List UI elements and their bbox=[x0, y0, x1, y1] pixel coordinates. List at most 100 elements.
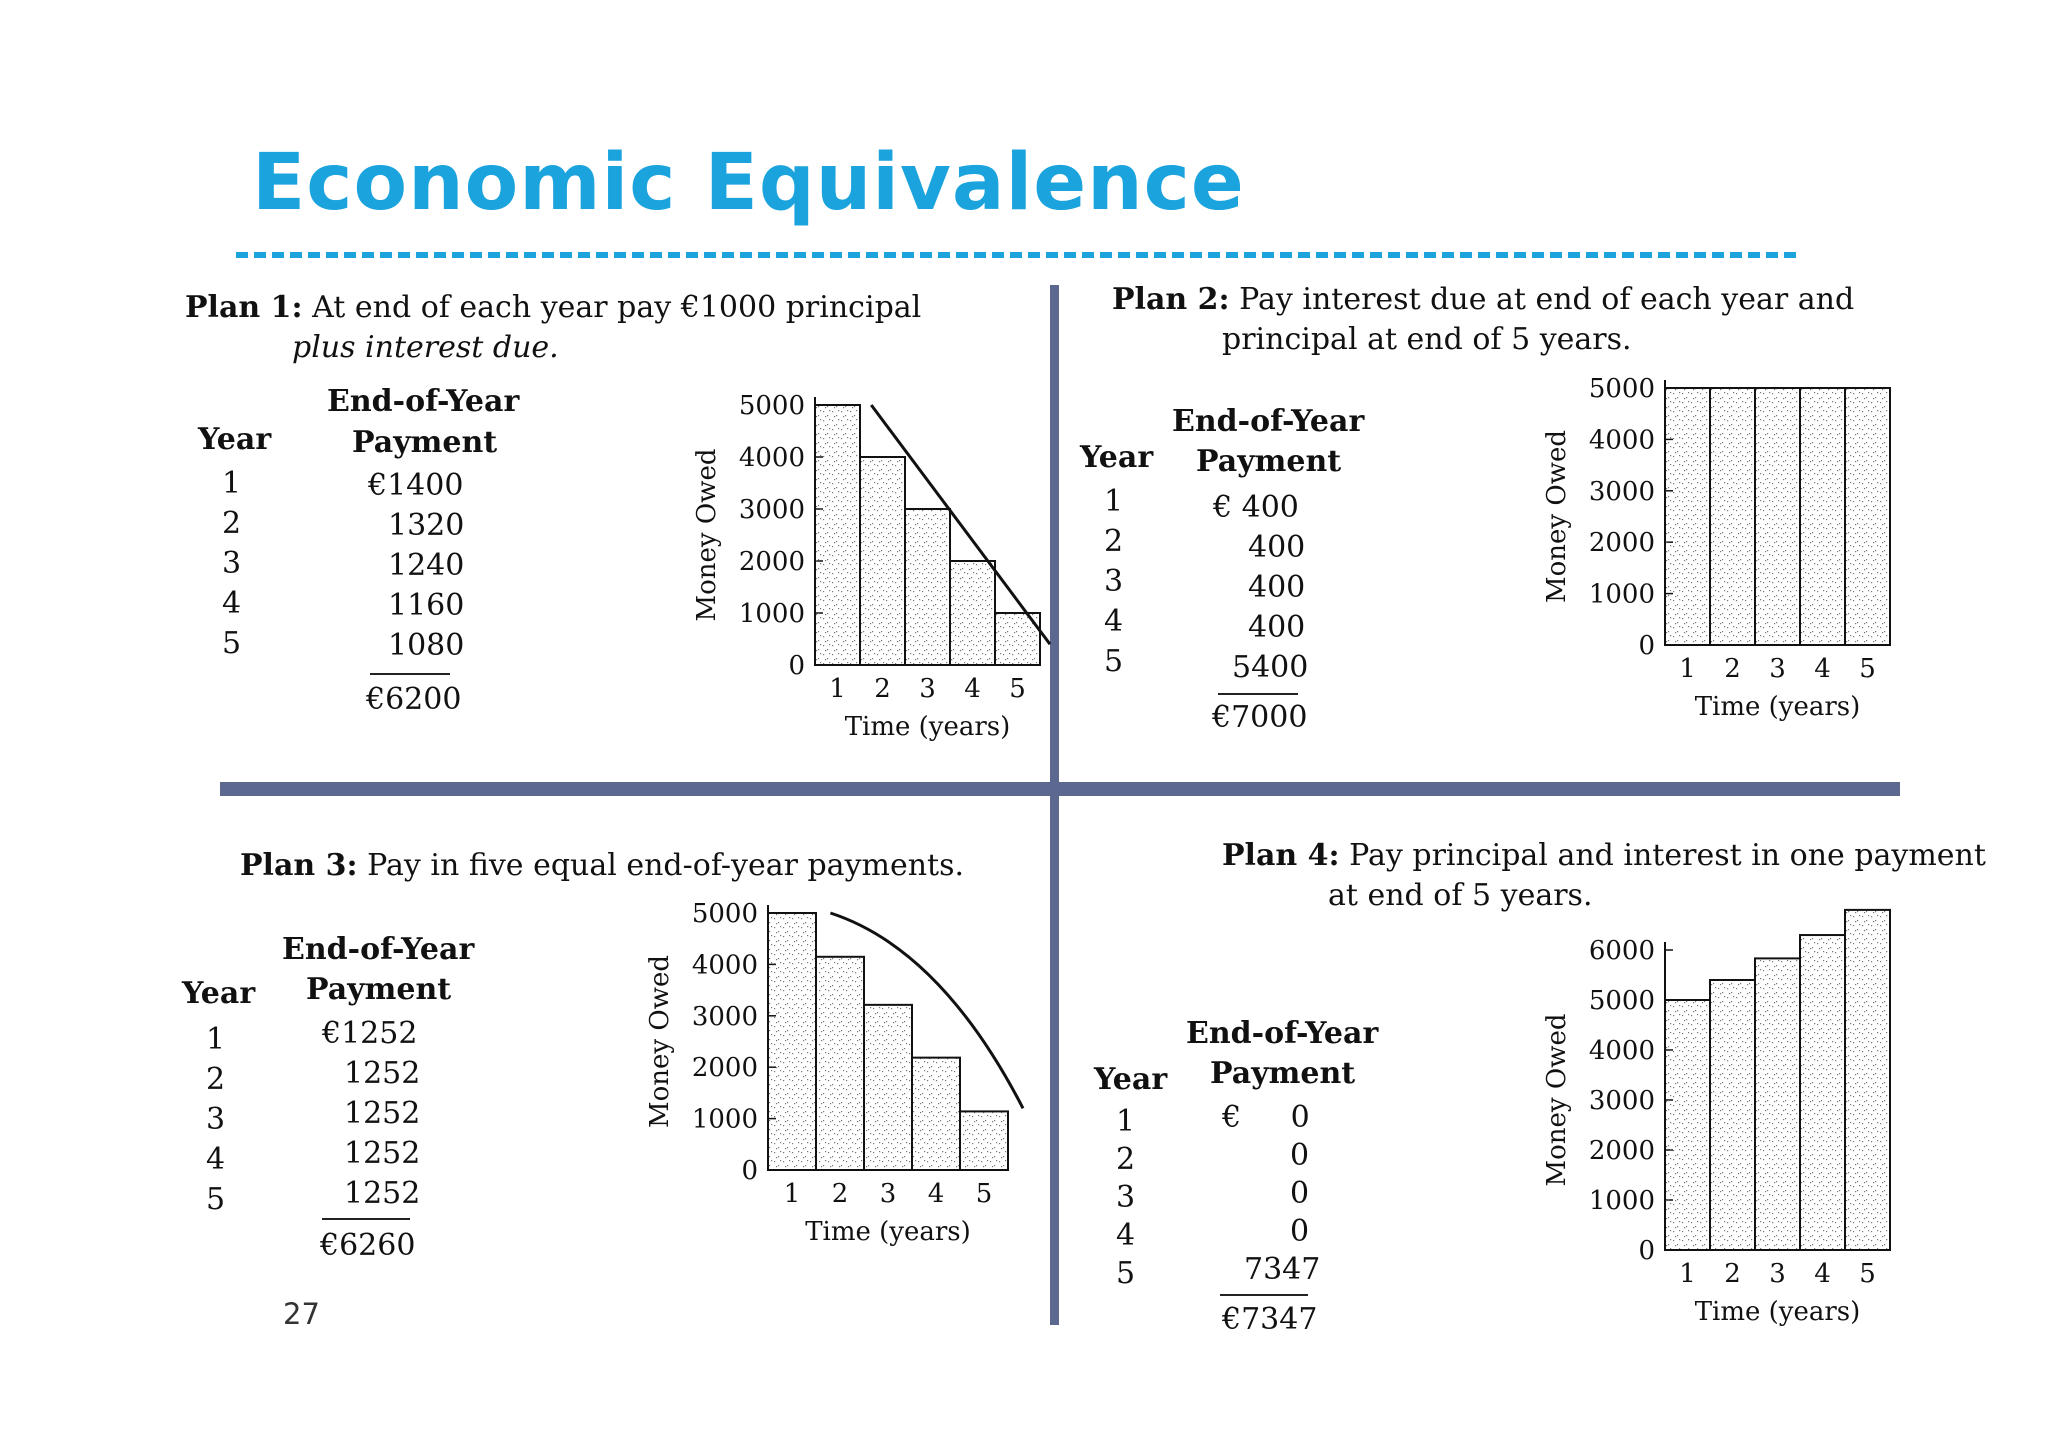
total-rule bbox=[370, 673, 450, 675]
payment-cell: 400 bbox=[1248, 530, 1306, 565]
y-tick-label: 3000 bbox=[1589, 477, 1655, 507]
year-cell: 2 bbox=[1116, 1142, 1136, 1177]
year-cell: 2 bbox=[222, 506, 242, 541]
x-tick-label: 1 bbox=[1679, 1259, 1696, 1289]
payment-total: €6200 bbox=[366, 682, 462, 717]
y-tick-label: 5000 bbox=[739, 391, 805, 421]
x-tick-label: 4 bbox=[928, 1179, 945, 1209]
total-rule bbox=[322, 1218, 410, 1220]
payment-header-line2: Payment bbox=[1210, 1056, 1356, 1091]
bar bbox=[1754, 387, 1801, 646]
y-tick-label: 1000 bbox=[1589, 580, 1655, 610]
y-tick-label: 0 bbox=[741, 1156, 758, 1186]
bar bbox=[863, 1003, 913, 1171]
horizontal-divider bbox=[220, 782, 1900, 796]
y-tick-label: 5000 bbox=[1589, 986, 1655, 1016]
plan-4-desc-line1: Pay principal and interest in one paymen… bbox=[1349, 838, 1986, 873]
x-tick-label: 1 bbox=[1679, 654, 1696, 684]
y-tick-label: 2000 bbox=[739, 547, 805, 577]
x-tick-label: 5 bbox=[976, 1179, 993, 1209]
bar bbox=[859, 456, 906, 666]
payment-cell: 400 bbox=[1248, 570, 1306, 605]
payment-header-line1: End-of-Year bbox=[282, 932, 475, 967]
plan-1-desc-line1: At end of each year pay €1000 principal bbox=[312, 290, 922, 325]
plan-4-desc-line2: at end of 5 years. bbox=[1328, 878, 1593, 913]
x-tick-label: 4 bbox=[1814, 654, 1831, 684]
year-cell: 4 bbox=[222, 586, 242, 621]
plan-3-desc-line1: Pay in five equal end-of-year payments. bbox=[367, 848, 965, 883]
payment-total: €7347 bbox=[1222, 1302, 1318, 1337]
bar bbox=[767, 912, 817, 1171]
bar bbox=[1664, 387, 1711, 646]
year-cell: 4 bbox=[1116, 1218, 1136, 1253]
y-tick-label: 4000 bbox=[692, 950, 758, 980]
x-axis-label: Time (years) bbox=[845, 712, 1011, 742]
y-axis-label: Money Owed bbox=[692, 449, 722, 622]
payment-header-line1: End-of-Year bbox=[327, 384, 520, 419]
payment-cell: 1080 bbox=[388, 628, 465, 663]
bar bbox=[949, 560, 996, 666]
y-tick-label: 0 bbox=[788, 651, 805, 681]
y-tick-label: 2000 bbox=[692, 1053, 758, 1083]
plan-2-desc-line2: principal at end of 5 years. bbox=[1222, 322, 1632, 357]
bar bbox=[1664, 999, 1711, 1251]
bar bbox=[1709, 979, 1756, 1251]
x-tick-label: 3 bbox=[919, 674, 936, 704]
payment-cell: €1252 bbox=[322, 1016, 418, 1051]
x-axis-label: Time (years) bbox=[1695, 692, 1861, 722]
payment-cell: 1160 bbox=[388, 588, 465, 623]
total-rule bbox=[1218, 693, 1298, 695]
page-number: 27 bbox=[283, 1297, 320, 1331]
payment-cell: €1400 bbox=[368, 468, 464, 503]
year-cell: 5 bbox=[206, 1182, 226, 1217]
plan-2-label: Plan 2: bbox=[1112, 282, 1230, 317]
bar bbox=[1799, 387, 1846, 646]
year-cell: 5 bbox=[222, 626, 242, 661]
y-tick-label: 0 bbox=[1638, 631, 1655, 661]
payment-header-line2: Payment bbox=[352, 425, 498, 460]
bar bbox=[959, 1110, 1009, 1172]
payment-cell: 1252 bbox=[344, 1176, 421, 1211]
payment-cell: 400 bbox=[1248, 610, 1306, 645]
y-tick-label: 4000 bbox=[1589, 425, 1655, 455]
x-tick-label: 3 bbox=[1769, 654, 1786, 684]
y-tick-label: 5000 bbox=[1589, 374, 1655, 404]
payment-cell: € 0 bbox=[1222, 1100, 1310, 1135]
plan-3-heading: Plan 3: Pay in five equal end-of-year pa… bbox=[240, 846, 964, 886]
bar bbox=[1844, 908, 1891, 1252]
x-tick-label: 3 bbox=[880, 1179, 897, 1209]
payment-cell: 0 bbox=[1290, 1214, 1310, 1249]
year-cell: 3 bbox=[1116, 1180, 1136, 1215]
payment-cell: 1252 bbox=[344, 1136, 421, 1171]
x-axis-label: Time (years) bbox=[805, 1217, 971, 1247]
payment-cell: 1252 bbox=[344, 1056, 421, 1091]
payment-total: €6260 bbox=[320, 1228, 416, 1263]
year-cell: 1 bbox=[1116, 1104, 1136, 1139]
page-title: Economic Equivalence bbox=[252, 138, 1245, 228]
bar bbox=[814, 404, 861, 666]
y-tick-label: 3000 bbox=[692, 1002, 758, 1032]
year-cell: 2 bbox=[1104, 524, 1124, 559]
y-axis-label: Money Owed bbox=[1542, 430, 1572, 603]
vertical-divider bbox=[1050, 285, 1059, 1325]
x-tick-label: 4 bbox=[1814, 1259, 1831, 1289]
title-underline bbox=[236, 252, 1796, 258]
year-cell: 4 bbox=[206, 1142, 226, 1177]
payment-header-line1: End-of-Year bbox=[1186, 1016, 1379, 1051]
y-tick-label: 1000 bbox=[1589, 1186, 1655, 1216]
x-tick-label: 2 bbox=[832, 1179, 849, 1209]
y-tick-label: 1000 bbox=[692, 1105, 758, 1135]
year-cell: 3 bbox=[206, 1102, 226, 1137]
x-tick-label: 5 bbox=[1009, 674, 1026, 704]
payment-cell: 5400 bbox=[1232, 650, 1309, 685]
x-tick-label: 1 bbox=[784, 1179, 801, 1209]
y-tick-label: 1000 bbox=[739, 599, 805, 629]
x-tick-label: 5 bbox=[1859, 1259, 1876, 1289]
y-tick-label: 2000 bbox=[1589, 1136, 1655, 1166]
payment-cell: 1240 bbox=[388, 548, 465, 583]
payment-header-line2: Payment bbox=[1196, 444, 1342, 479]
y-tick-label: 0 bbox=[1638, 1236, 1655, 1266]
payment-total: €7000 bbox=[1212, 700, 1308, 735]
year-cell: 1 bbox=[1104, 484, 1124, 519]
